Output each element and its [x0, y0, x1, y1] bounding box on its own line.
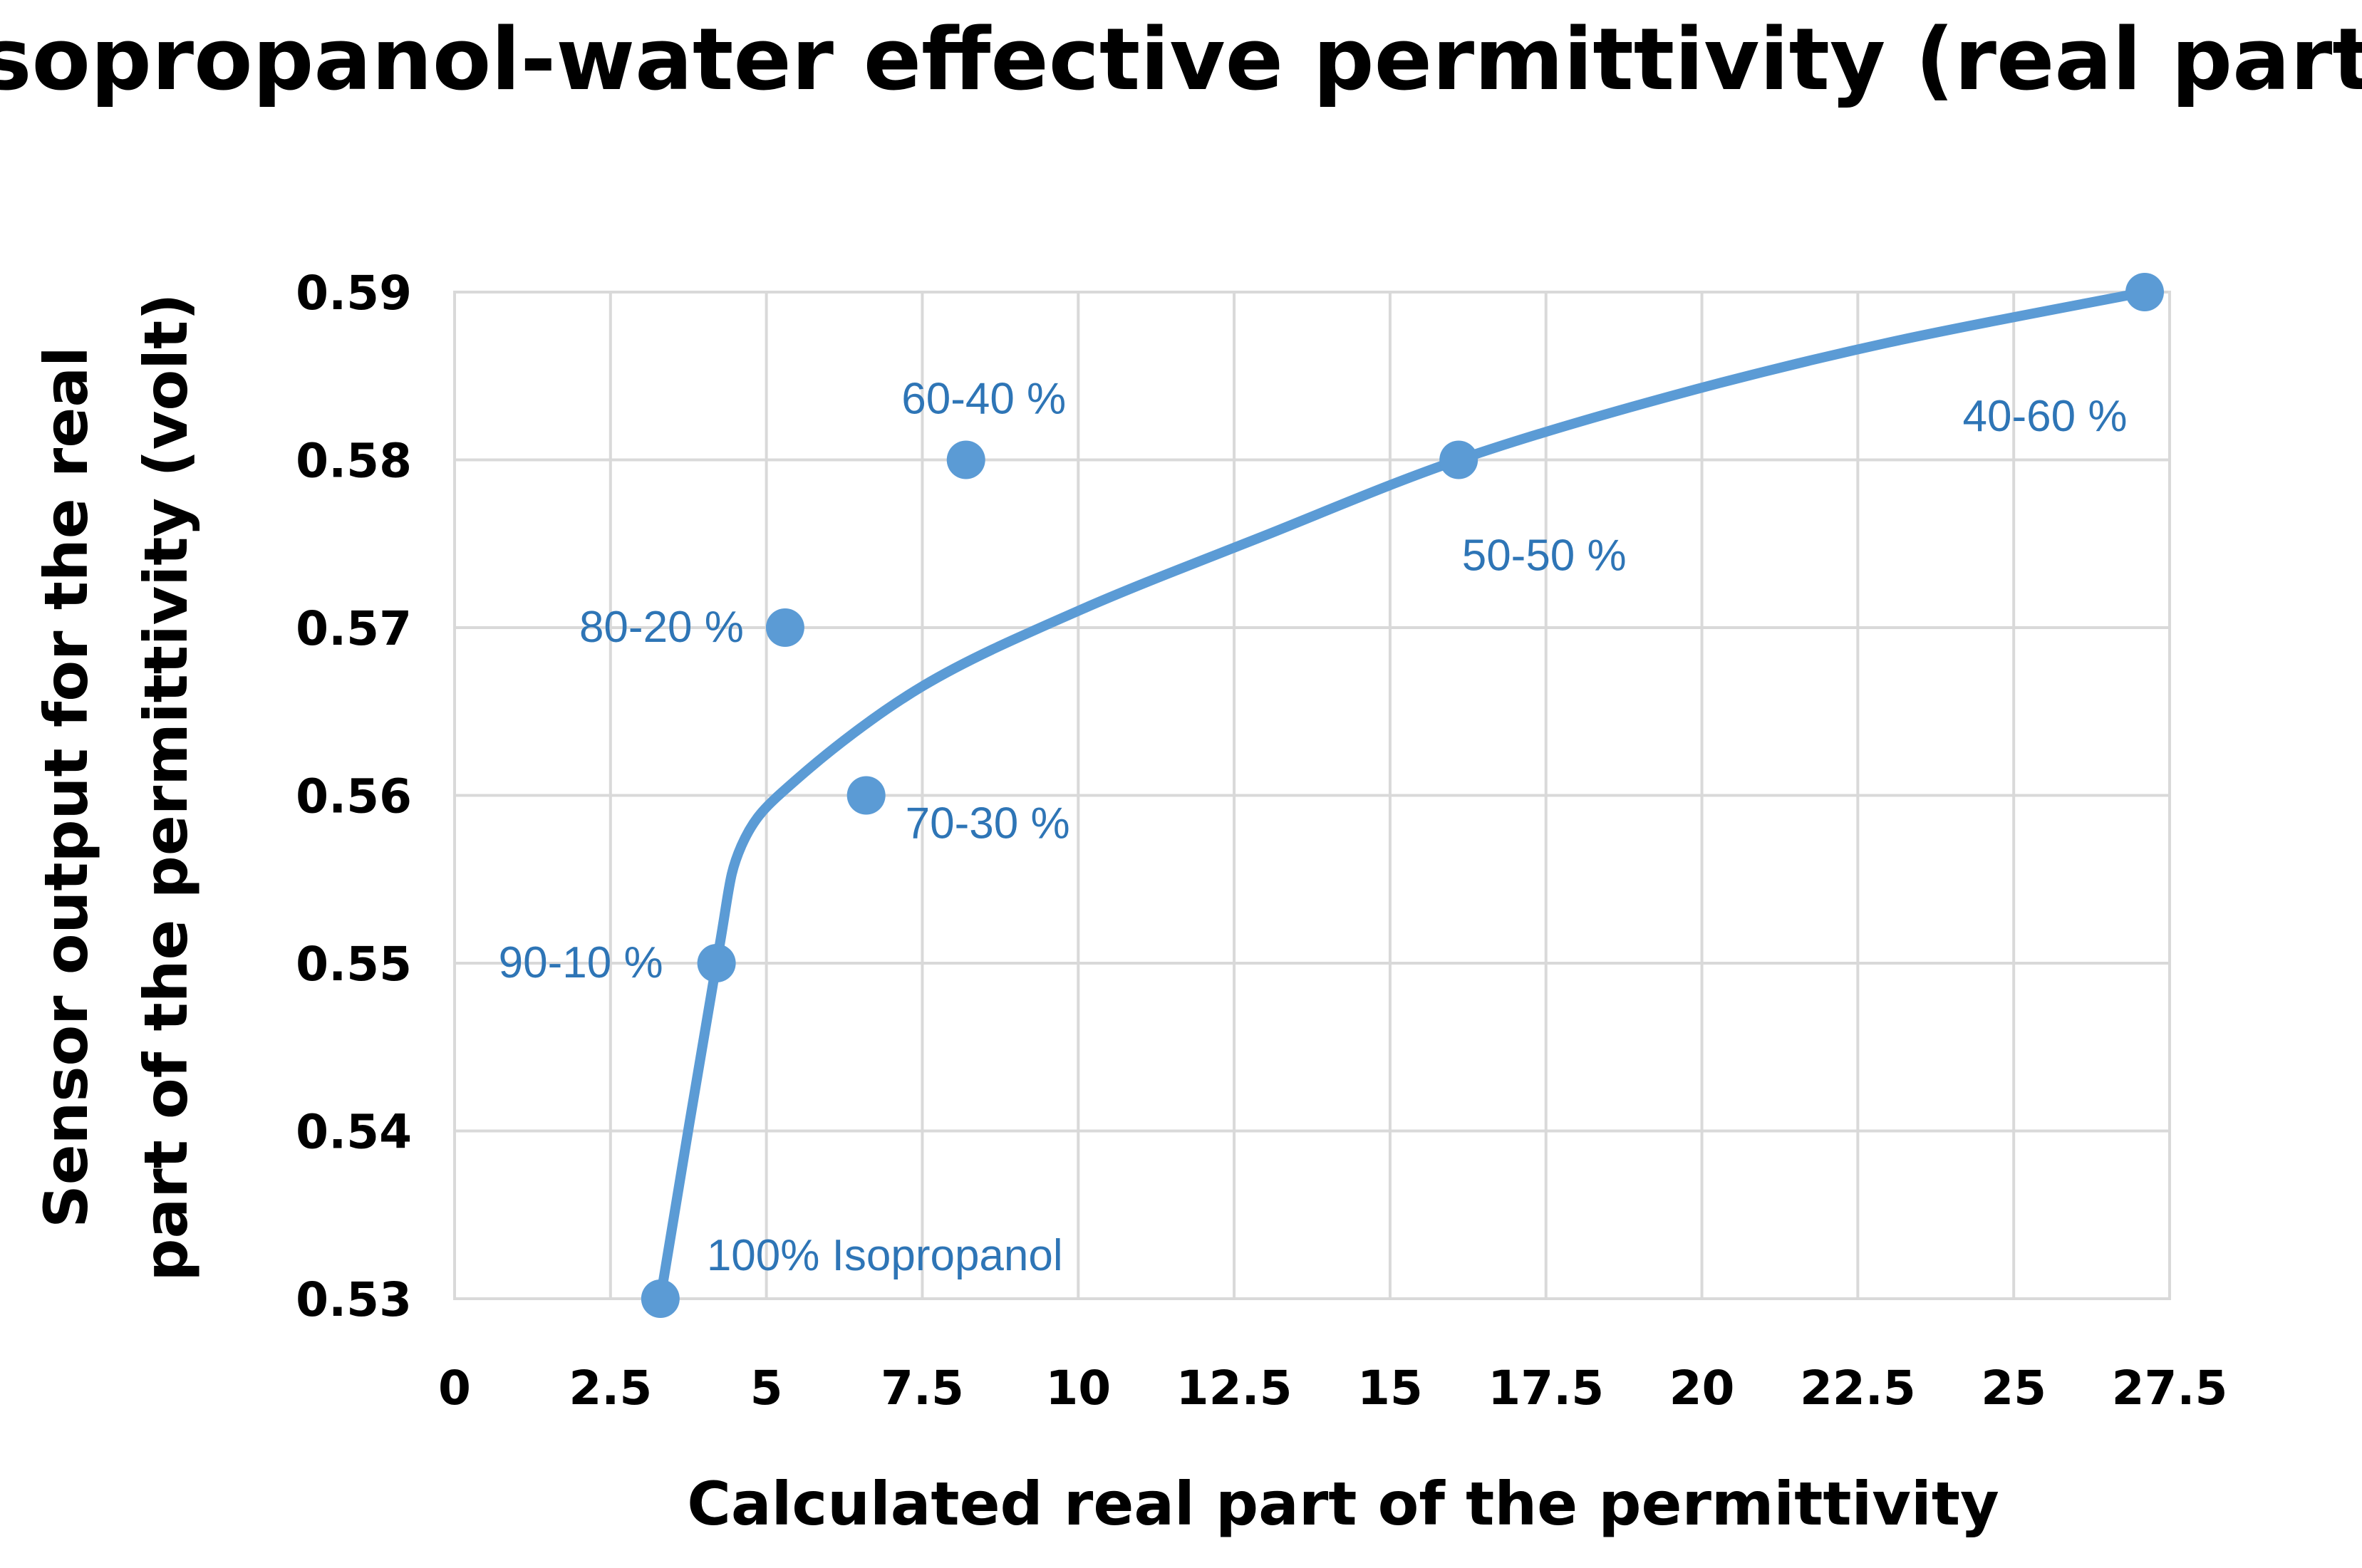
y-tick-label: 0.55	[296, 937, 412, 992]
y-tick-label: 0.54	[296, 1105, 412, 1160]
y-axis-title-line-1: Sensor output for the real	[31, 346, 101, 1228]
x-tick-label: 12.5	[1176, 1361, 1293, 1416]
data-label: 100% Isopropanol	[707, 1231, 1063, 1280]
x-tick-label: 7.5	[881, 1361, 964, 1416]
y-tick-label: 0.59	[296, 266, 412, 321]
y-axis-tick-labels: 0.53 0.54 0.55 0.56 0.57 0.58 0.59	[296, 266, 412, 1327]
data-point	[697, 944, 736, 982]
x-tick-label: 22.5	[1800, 1361, 1916, 1416]
data-point	[846, 776, 886, 815]
x-tick-label: 2.5	[569, 1361, 652, 1416]
y-tick-label: 0.58	[296, 434, 412, 489]
trendline	[655, 287, 2150, 1304]
data-point	[641, 1279, 680, 1318]
x-tick-label: 15	[1357, 1361, 1423, 1416]
data-point	[1439, 440, 1478, 479]
x-tick-label: 27.5	[2112, 1361, 2228, 1416]
x-tick-label: 0	[438, 1361, 471, 1416]
y-axis-title: Sensor output for the real part of the p…	[31, 293, 201, 1281]
data-point	[765, 608, 804, 647]
y-axis-title-line-2: part of the permittivity (volt)	[131, 293, 201, 1281]
data-label: 70-30 %	[906, 799, 1070, 848]
data-label: 60-40 %	[901, 375, 1066, 424]
x-tick-label: 20	[1669, 1361, 1735, 1416]
data-points	[641, 273, 2164, 1318]
y-tick-label: 0.56	[296, 769, 412, 824]
data-point	[2125, 273, 2164, 311]
x-tick-label: 5	[750, 1361, 783, 1416]
data-label: 40-60 %	[1963, 392, 2128, 441]
y-tick-label: 0.57	[296, 601, 412, 656]
x-tick-label: 17.5	[1488, 1361, 1604, 1416]
x-tick-label: 10	[1045, 1361, 1111, 1416]
chart-title: Isopropanol-water effective permittivity…	[0, 11, 2362, 110]
x-axis-title: Calculated real part of the permittivity	[687, 1469, 1999, 1539]
y-tick-label: 0.53	[296, 1272, 412, 1327]
data-labels: 100% Isopropanol 90-10 % 80-20 % 70-30 % 60-…	[499, 375, 2128, 1281]
gridlines	[453, 291, 2171, 1300]
x-tick-label: 25	[1981, 1361, 2046, 1416]
plot-area-border	[453, 291, 2171, 1300]
data-point	[946, 440, 985, 479]
data-label: 90-10 %	[499, 938, 663, 987]
x-axis-tick-labels: 0 2.5 5 7.5 10 12.5 15 17.5 20 22.5 25 27.5	[438, 1361, 2227, 1416]
data-label: 80-20 %	[579, 603, 744, 652]
data-label: 50-50 %	[1462, 531, 1627, 581]
